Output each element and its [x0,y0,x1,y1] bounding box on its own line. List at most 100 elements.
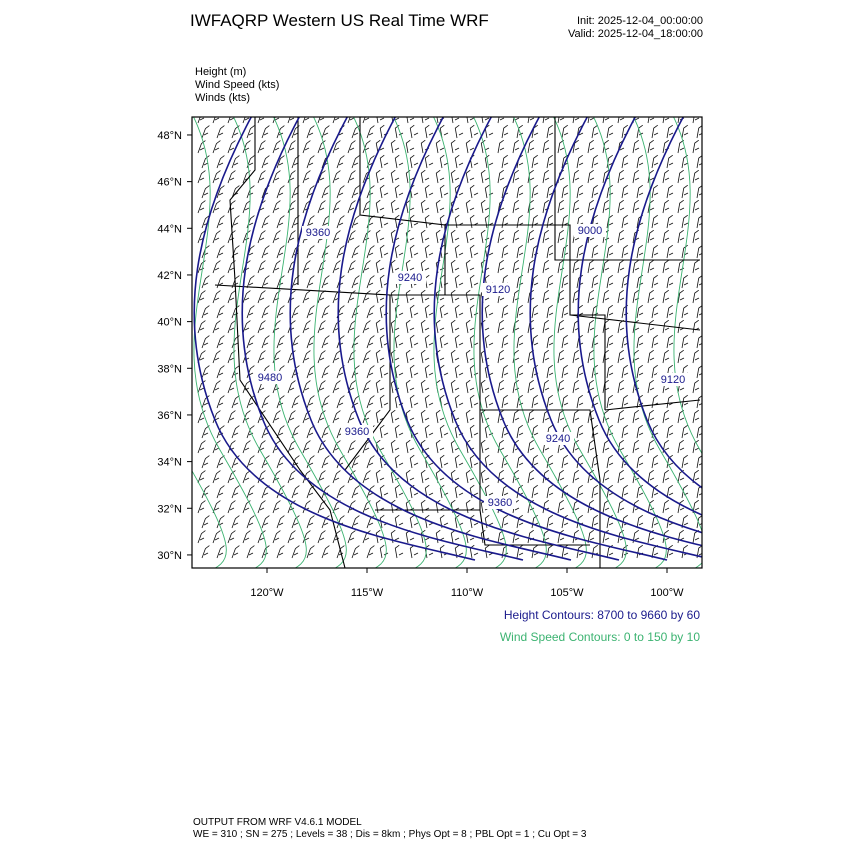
wind-barb [291,395,300,409]
wind-barb [666,184,674,199]
wind-barb [454,214,464,229]
wind-barb [362,530,371,544]
wind-barb [227,140,236,154]
wind-barb [306,395,315,409]
wind-barb [272,470,281,484]
wind-barb [366,185,375,199]
wind-barb [561,304,569,319]
wind-barb [484,394,494,409]
boundary-line [604,399,701,411]
wind-barb [287,200,296,214]
wind-barb [420,469,430,484]
wind-barb [542,289,550,304]
wind-barb [231,215,240,229]
wind-barb [317,320,326,334]
wind-barb [666,244,674,259]
wind-barb [651,214,659,229]
wind-barb [405,139,415,154]
wind-barb [362,350,371,364]
wind-barb [366,395,375,409]
wind-barb [287,380,296,394]
wind-barb [572,199,580,214]
wind-barb [302,170,311,184]
wind-barb [332,470,341,484]
wind-barb [212,350,221,364]
wind-barb [394,154,404,169]
wind-barb [501,244,509,259]
wind-barb [677,289,685,304]
wind-barb [576,244,584,259]
wind-barb [201,365,210,379]
wind-barb [242,530,251,544]
wind-barb [366,485,375,499]
wind-barb [212,440,221,454]
wind-barb [366,305,375,319]
wind-barb [557,139,565,154]
wind-barb [351,545,360,559]
wind-barb [484,454,494,469]
wind-barb [287,117,295,124]
wind-barb [651,124,659,139]
wind-barb [651,454,659,469]
wind-barb [405,259,415,274]
wind-speed-contour [552,117,627,568]
wind-barb [347,230,356,244]
wind-barb [362,140,371,154]
lat-tick-label: 40°N [157,317,182,329]
wind-barb [692,439,700,454]
wind-barb [546,124,554,139]
wind-barb [469,274,479,289]
wind-contour-info: Wind Speed Contours: 0 to 150 by 10 [500,630,700,644]
wind-barb [587,259,595,274]
wind-barb [450,289,460,304]
wind-barb [242,320,251,334]
wind-barb [531,124,539,139]
wind-barb [454,334,464,349]
contour-label-bg [542,432,574,445]
height-contour [529,117,702,534]
wind-barb [666,274,674,289]
wind-barb [366,245,375,259]
wind-barb [587,169,595,184]
wind-barb [469,184,479,199]
wind-barb [516,454,524,469]
wind-barb [497,259,505,274]
wind-barb [480,439,490,454]
wind-barb [227,117,235,124]
wind-barb [542,169,550,184]
wind-barb [497,139,505,154]
boundary-line [390,294,481,510]
boundary-line [214,284,391,471]
wind-barb [450,169,460,184]
wind-barb [681,334,689,349]
wind-barb [636,424,644,439]
wind-barb [651,184,659,199]
lat-tick-label: 46°N [157,177,182,189]
contour-label: 9120 [486,284,510,296]
wind-barb [480,199,490,214]
wind-barb [212,260,221,274]
wind-barb [512,229,520,244]
wind-barb [424,364,434,379]
wind-barb [257,260,266,274]
wind-barb [681,394,689,409]
wind-barb [257,170,266,184]
wind-barb [216,395,225,409]
wind-barb [602,379,610,394]
wind-barb [439,454,449,469]
wind-barb [302,320,311,334]
wind-barb [261,155,270,169]
wind-barb [390,169,400,184]
wind-barb [201,125,210,139]
wind-barb [662,499,670,514]
wind-barb [212,470,221,484]
wind-barb [576,184,584,199]
wind-barb [450,319,460,334]
wind-barb [647,259,655,274]
wind-barb [261,305,270,319]
wind-barb [435,439,445,454]
wind-barb [632,199,640,214]
wind-barb [501,214,509,229]
wind-barb [212,200,221,214]
wind-barb [272,200,281,214]
